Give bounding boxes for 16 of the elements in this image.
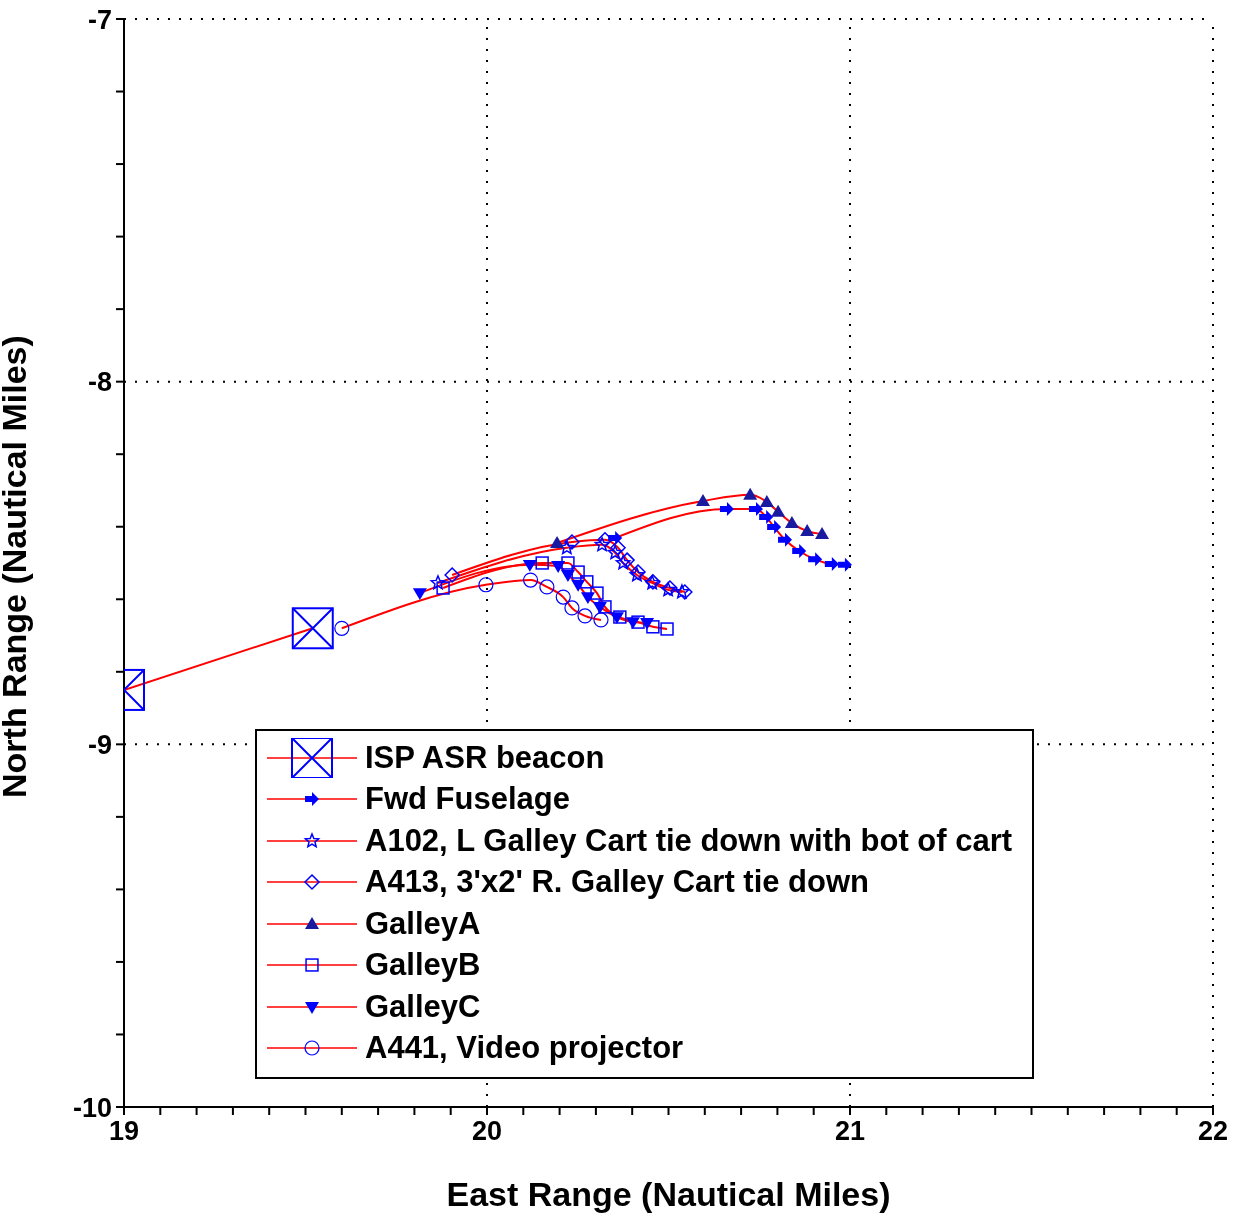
x-axis-title: East Range (Nautical Miles) [446,1175,891,1213]
legend-label: A413, 3'x2' R. Galley Cart tie down [365,864,870,901]
legend-label: ISP ASR beacon [365,739,605,776]
y-tick-label: -8 [87,367,112,398]
legend-label: Fwd Fuselage [365,781,570,818]
x-tick-label: 21 [834,1116,866,1147]
y-tick-label: -9 [87,729,112,760]
legend-label: A102, L Galley Cart tie down with bot of cart [365,822,1013,859]
legend-label: GalleyB [365,947,481,984]
legend-label: GalleyC [365,988,481,1025]
x-tick-label: 22 [1197,1116,1229,1147]
legend-label: A441, Video projector [365,1030,684,1067]
legend-label: GalleyA [365,905,481,942]
y-tick-label: -7 [87,4,112,35]
x-tick-label: 20 [471,1116,503,1147]
y-axis-title: North Range (Nautical Miles) [0,335,34,798]
